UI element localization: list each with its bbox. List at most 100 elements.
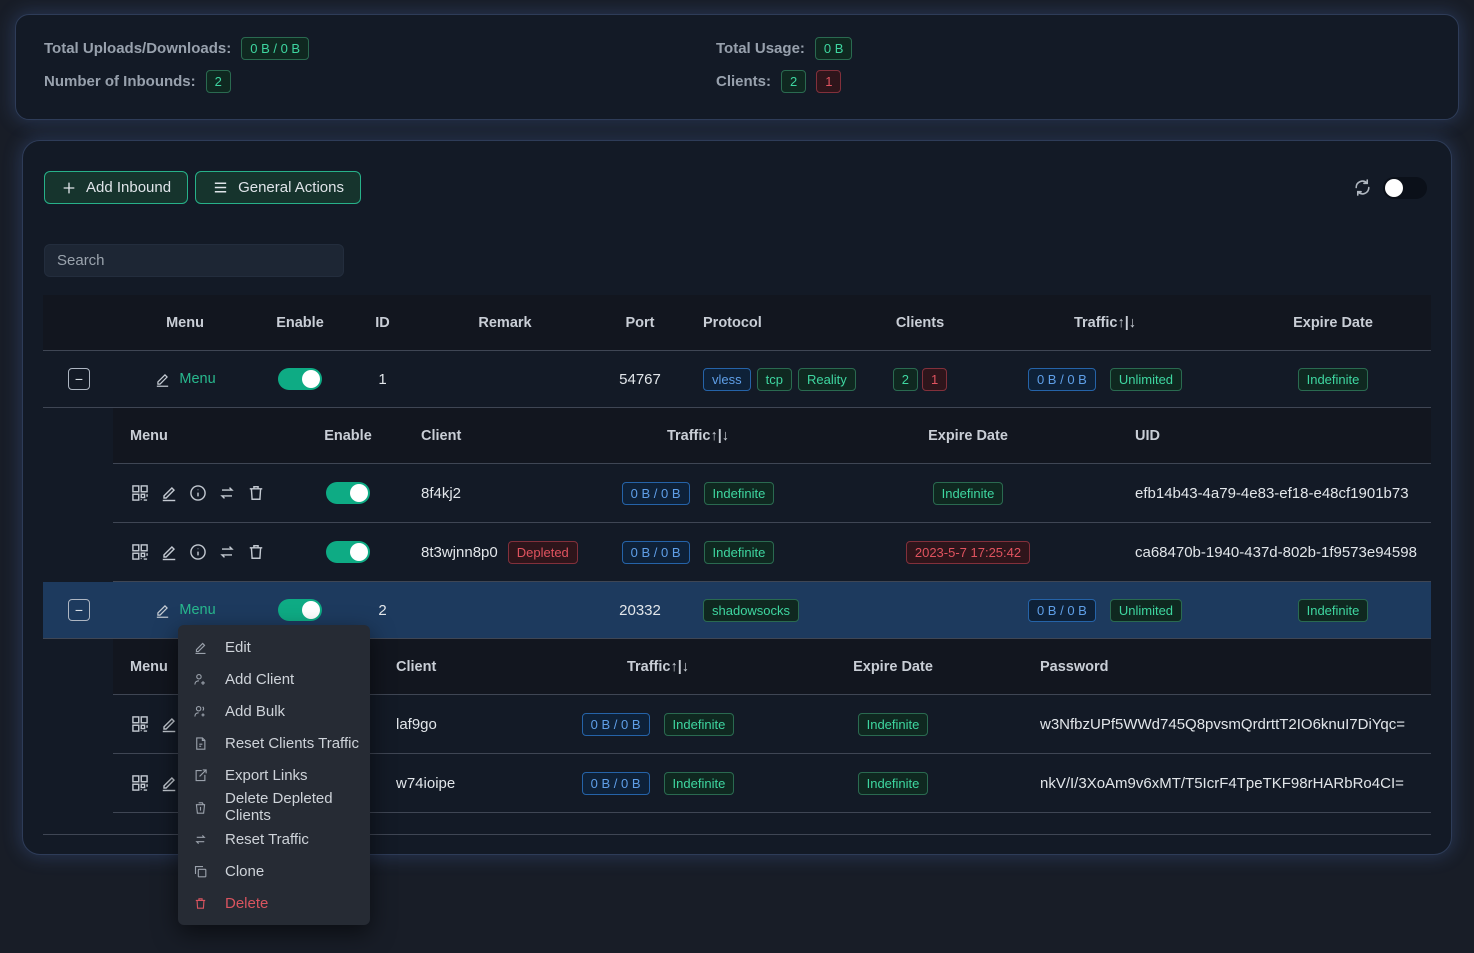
traffic-limit-badge: Indefinite [704,482,775,505]
header-client: Client [383,659,538,675]
traffic-badge: 0 B / 0 B [582,713,650,736]
stat-label: Total Usage: [716,40,805,57]
menu-item-label: Delete Depleted Clients [225,790,370,824]
inbound-protocols: vless tcp Reality [690,368,865,391]
delete-depleted-clients-icon [193,800,208,815]
client-table-inbound-1: Menu Enable Client Traffic↑|↓ Expire Dat… [113,408,1431,582]
header-expire-date: Expire Date [778,659,1008,675]
inbound-protocols: shadowsocks [690,599,865,622]
traffic-limit-badge: Indefinite [664,713,735,736]
clone-icon [193,864,208,879]
header-enable: Enable [303,428,393,444]
traffic-badge: 0 B / 0 B [1028,368,1096,391]
inbound-port: 54767 [590,371,690,388]
add-bulk-icon [193,704,208,719]
qr-code-icon[interactable] [130,714,150,734]
plus-icon [61,180,77,196]
menu-item-add-bulk[interactable]: Add Bulk [178,695,370,727]
menu-item-delete[interactable]: Delete [178,887,370,919]
menu-item-add-client[interactable]: Add Client [178,663,370,695]
inbound-expire: Indefinite [1235,368,1431,391]
row-menu-label: Menu [179,371,215,387]
add-inbound-button[interactable]: Add Inbound [44,171,188,204]
stat-value-badge: 2 [206,70,231,93]
edit-client-icon[interactable] [159,773,179,793]
inbound-traffic: 0 B / 0 B Unlimited [975,368,1235,391]
edit-client-icon[interactable] [159,714,179,734]
header-protocol: Protocol [690,315,865,331]
header-id: ID [345,315,420,331]
menu-item-reset-traffic[interactable]: Reset Traffic [178,823,370,855]
client-uid: ca68470b-1940-437d-802b-1f9573e94598 [1093,544,1431,561]
client-actions [113,542,303,562]
reset-clients-traffic-icon [193,736,208,751]
reset-client-traffic-icon[interactable] [217,483,237,503]
inbound-port: 20332 [590,602,690,619]
inbound-enable-toggle[interactable] [278,368,322,390]
reset-client-traffic-icon[interactable] [217,542,237,562]
stat-value-badge: 0 B [815,37,853,60]
client-enable-toggle[interactable] [326,541,370,563]
header-menu: Menu [115,315,255,331]
refresh-icon [1352,177,1373,198]
traffic-badge: 0 B / 0 B [1028,599,1096,622]
menu-item-clone[interactable]: Clone [178,855,370,887]
edit-pencil-icon [154,602,171,619]
traffic-limit-badge: Unlimited [1110,368,1182,391]
row-menu-trigger[interactable]: Menu [154,371,215,388]
delete-client-icon[interactable] [246,542,266,562]
refresh-button[interactable] [1352,177,1373,198]
traffic-limit-badge: Indefinite [704,541,775,564]
general-actions-label: General Actions [238,179,344,196]
auto-refresh-toggle[interactable] [1383,177,1427,199]
header-password: Password [1008,659,1431,675]
edit-client-icon[interactable] [159,542,179,562]
header-uid: UID [1093,428,1431,444]
menu-item-label: Delete [225,895,268,912]
inbound-row-1: − Menu 1 54767 vless tcp Reality 2 1 0 B… [43,351,1431,408]
menu-item-export-links[interactable]: Export Links [178,759,370,791]
expire-badge: Indefinite [933,482,1004,505]
header-traffic-sort[interactable]: Traffic↑|↓ [553,428,843,444]
collapse-row-button[interactable]: − [68,368,90,390]
collapse-row-button[interactable]: − [68,599,90,621]
traffic-limit-badge: Indefinite [664,772,735,795]
row-menu-trigger[interactable]: Menu [154,602,215,619]
reset-traffic-icon [193,832,208,847]
expire-badge: Indefinite [1298,599,1369,622]
stats-right-column: Total Usage: 0 B Clients: 2 1 [716,35,852,119]
delete-icon [193,896,208,911]
menu-item-reset-clients-traffic[interactable]: Reset Clients Traffic [178,727,370,759]
protocol-badge: vless [703,368,751,391]
menu-item-edit[interactable]: Edit [178,631,370,663]
qr-code-icon[interactable] [130,542,150,562]
header-client: Client [393,428,553,444]
general-actions-button[interactable]: General Actions [195,171,361,204]
search-input[interactable] [44,244,344,277]
header-traffic-sort[interactable]: Traffic↑|↓ [975,315,1235,331]
edit-client-icon[interactable] [159,483,179,503]
header-traffic-sort[interactable]: Traffic↑|↓ [538,659,778,675]
stat-value-badge: 0 B / 0 B [241,37,309,60]
inbound-enable-toggle[interactable] [278,599,322,621]
qr-code-icon[interactable] [130,483,150,503]
client-enable-toggle[interactable] [326,482,370,504]
inbound-expire: Indefinite [1235,599,1431,622]
expire-badge: Indefinite [858,713,929,736]
protocol-badge: shadowsocks [703,599,799,622]
protocol-badge: Reality [798,368,856,391]
expire-badge: Indefinite [1298,368,1369,391]
client-info-icon[interactable] [188,483,208,503]
inbounds-table-header: Menu Enable ID Remark Port Protocol Clie… [43,295,1431,351]
stat-label: Clients: [716,73,771,90]
expire-badge: Indefinite [858,772,929,795]
client-info-icon[interactable] [188,542,208,562]
menu-item-delete-depleted-clients[interactable]: Delete Depleted Clients [178,791,370,823]
hamburger-icon [212,179,229,196]
menu-item-label: Export Links [225,767,308,784]
clients-depleted-badge: 1 [922,368,947,391]
qr-code-icon[interactable] [130,773,150,793]
client-name: laf9go [383,716,538,733]
delete-client-icon[interactable] [246,483,266,503]
toolbar: Add Inbound General Actions [23,141,1451,204]
